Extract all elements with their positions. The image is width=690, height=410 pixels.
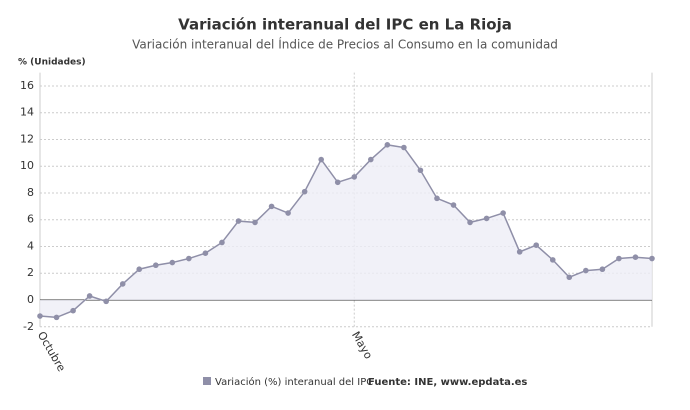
point <box>119 281 126 287</box>
point <box>549 257 556 263</box>
area <box>40 144 652 318</box>
point <box>483 215 490 222</box>
point <box>136 266 143 273</box>
point <box>186 255 192 262</box>
point <box>169 259 176 266</box>
point <box>86 293 93 299</box>
y-tick-label: 4 <box>27 239 34 252</box>
y-tick-label: 0 <box>27 293 34 306</box>
y-tick-label: 14 <box>20 106 34 119</box>
y-axis-label: % (Unidades) <box>18 58 86 68</box>
x-tick-label: Octubre <box>35 329 68 374</box>
point <box>616 255 622 262</box>
point <box>533 242 540 248</box>
point <box>417 167 424 174</box>
point <box>516 249 523 255</box>
point <box>301 188 308 195</box>
point <box>53 314 60 321</box>
source: Fuente: INE, www.epdata.es <box>368 377 527 388</box>
chart-title: Variación interanual del IPC en La Rioja <box>178 16 512 34</box>
point <box>467 219 473 226</box>
y-tick-label: 6 <box>27 213 34 226</box>
point <box>235 218 242 224</box>
point <box>450 202 457 208</box>
point <box>632 254 639 260</box>
point <box>599 266 606 273</box>
point <box>401 144 407 151</box>
point <box>434 195 440 202</box>
point <box>566 274 573 281</box>
point <box>351 174 358 180</box>
point <box>268 203 275 210</box>
line <box>39 144 653 319</box>
point <box>70 307 76 314</box>
y-tick-label: 2 <box>27 266 34 279</box>
chart-subtitle: Variación interanual del Índice de Preci… <box>132 37 558 52</box>
point <box>384 142 391 148</box>
point <box>37 313 43 319</box>
x-tick-label: Mayo <box>349 329 375 361</box>
y-tick-label: 8 <box>27 186 34 199</box>
point <box>334 179 341 186</box>
point <box>285 210 291 216</box>
point <box>583 267 589 274</box>
point <box>649 255 655 262</box>
point <box>219 239 225 246</box>
y-tick-label: -2 <box>23 320 34 333</box>
point <box>152 262 159 269</box>
point <box>318 156 324 163</box>
y-tick-label: 12 <box>20 132 34 145</box>
point <box>252 219 258 226</box>
y-tick-label: 16 <box>20 79 34 92</box>
point <box>500 210 506 216</box>
legend-swatch <box>203 377 211 385</box>
point <box>202 250 209 256</box>
point <box>103 298 109 305</box>
point <box>368 156 374 163</box>
legend-label: Variación (%) interanual del IPC <box>215 376 373 388</box>
y-tick-label: 10 <box>20 159 34 172</box>
